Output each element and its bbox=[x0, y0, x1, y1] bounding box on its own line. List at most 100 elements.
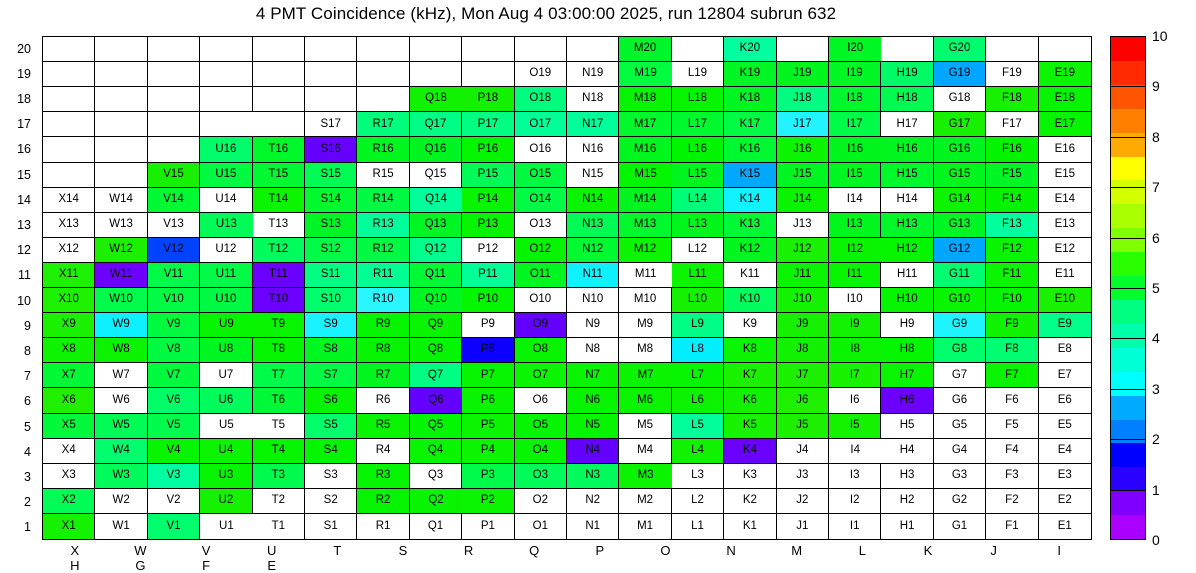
heatmap-cell: R10 bbox=[357, 288, 410, 314]
heatmap-cell: S17 bbox=[305, 112, 358, 138]
heatmap-cell-label: E7 bbox=[1057, 368, 1072, 381]
heatmap-cell-label: N3 bbox=[585, 468, 601, 481]
colorbar-band bbox=[1111, 132, 1145, 157]
heatmap-cell: E3 bbox=[1038, 463, 1091, 489]
heatmap-cell-label: F4 bbox=[1005, 443, 1019, 456]
heatmap-cell-label: O9 bbox=[532, 318, 548, 331]
heatmap-cell: E13 bbox=[1038, 212, 1091, 238]
heatmap-cell-label: F14 bbox=[1001, 192, 1022, 205]
heatmap-cell: T11 bbox=[252, 262, 305, 288]
heatmap-cell: M7 bbox=[619, 363, 672, 389]
heatmap-cell: N6 bbox=[567, 388, 620, 414]
heatmap-cell-label: U10 bbox=[215, 293, 237, 306]
heatmap-cell-label: L5 bbox=[691, 418, 704, 431]
heatmap-cell: G17 bbox=[933, 112, 987, 138]
heatmap-cell-label: M20 bbox=[633, 42, 657, 55]
x-axis-tick: J bbox=[990, 543, 997, 558]
heatmap-cell-label: S7 bbox=[323, 368, 338, 381]
heatmap-cell-label: J11 bbox=[793, 268, 812, 281]
heatmap-cell: F7 bbox=[986, 363, 1039, 389]
heatmap-cell: M2 bbox=[619, 488, 672, 514]
colorbar-band bbox=[1111, 252, 1145, 277]
heatmap-cell bbox=[305, 62, 358, 88]
x-axis-tick: S bbox=[398, 543, 408, 558]
heatmap-cell-label: X1 bbox=[61, 519, 76, 532]
heatmap-cell: I3 bbox=[829, 463, 882, 489]
heatmap-cell-label: R4 bbox=[375, 443, 391, 456]
heatmap-cell: T7 bbox=[252, 363, 305, 389]
heatmap-cell-label: O14 bbox=[529, 192, 552, 205]
heatmap-cell: N12 bbox=[567, 237, 620, 263]
heatmap-cell-label: M3 bbox=[637, 468, 654, 481]
heatmap-cell: M13 bbox=[619, 212, 672, 238]
heatmap-cell: P15 bbox=[462, 162, 515, 188]
heatmap-cell-label: I16 bbox=[847, 142, 864, 155]
heatmap-cell bbox=[147, 137, 201, 163]
heatmap-cell-label: F2 bbox=[1005, 494, 1019, 507]
heatmap-cell: X9 bbox=[43, 313, 96, 339]
heatmap-cell-label: X3 bbox=[61, 468, 76, 481]
heatmap-cell: W8 bbox=[95, 338, 148, 364]
heatmap-cell-label: R2 bbox=[375, 494, 391, 507]
heatmap-cell-label: G17 bbox=[948, 117, 971, 130]
heatmap-cell-label: V12 bbox=[163, 243, 184, 256]
heatmap-cell: L5 bbox=[671, 413, 725, 439]
heatmap-cell: H7 bbox=[881, 363, 934, 389]
heatmap-cell: K18 bbox=[724, 87, 777, 113]
heatmap-cell: N18 bbox=[567, 87, 620, 113]
heatmap-cell: V11 bbox=[147, 262, 201, 288]
colorbar-band bbox=[1111, 491, 1145, 516]
heatmap-cell-label: G10 bbox=[948, 293, 971, 306]
heatmap-cell-label: M2 bbox=[637, 494, 654, 507]
heatmap-cell: P11 bbox=[462, 262, 515, 288]
heatmap-cell: R5 bbox=[357, 413, 410, 439]
heatmap-cell-label: N17 bbox=[582, 117, 604, 130]
heatmap-cell-label: J18 bbox=[793, 92, 812, 105]
heatmap-cell-label: O18 bbox=[529, 92, 552, 105]
heatmap-cell-label: K1 bbox=[742, 519, 757, 532]
colorbar-tick-label: 8 bbox=[1152, 128, 1160, 145]
heatmap-cell-label: I9 bbox=[849, 318, 860, 331]
heatmap-cell: Q13 bbox=[409, 212, 463, 238]
heatmap-cell: S13 bbox=[305, 212, 358, 238]
heatmap-cell: S9 bbox=[305, 313, 358, 339]
heatmap-cell-label: L1 bbox=[691, 519, 704, 532]
heatmap-cell-label: I15 bbox=[846, 167, 863, 180]
heatmap-cell: O2 bbox=[514, 488, 567, 514]
heatmap-cell bbox=[95, 112, 148, 138]
heatmap-cell-label: E16 bbox=[1054, 142, 1076, 155]
heatmap-cell-label: G2 bbox=[951, 494, 968, 507]
heatmap-cell: J16 bbox=[776, 137, 829, 163]
heatmap-cell-label: E13 bbox=[1054, 217, 1076, 230]
heatmap-cell: F12 bbox=[986, 237, 1039, 263]
heatmap-cell-label: L8 bbox=[691, 343, 704, 356]
heatmap-cell-label: P10 bbox=[477, 293, 499, 306]
heatmap-cell: R6 bbox=[357, 388, 410, 414]
heatmap-cell-label: G11 bbox=[949, 268, 970, 281]
heatmap-cell: F4 bbox=[986, 438, 1039, 464]
heatmap-cell: J17 bbox=[776, 112, 829, 138]
heatmap-cell: M6 bbox=[619, 388, 672, 414]
heatmap-cell: I10 bbox=[829, 288, 882, 314]
heatmap-cell: H12 bbox=[881, 237, 934, 263]
heatmap-cell-label: E15 bbox=[1054, 167, 1076, 180]
y-axis-tick: 12 bbox=[17, 243, 31, 258]
heatmap-cell-label: I3 bbox=[849, 468, 860, 481]
heatmap-cell: X12 bbox=[43, 237, 96, 263]
heatmap-cell: F19 bbox=[986, 62, 1039, 88]
heatmap-cell-label: V10 bbox=[163, 293, 184, 306]
y-axis-tick: 4 bbox=[24, 444, 31, 459]
heatmap-cell: G12 bbox=[933, 237, 987, 263]
heatmap-cell-label: H19 bbox=[896, 67, 918, 80]
heatmap-cell: S6 bbox=[305, 388, 358, 414]
heatmap-cell-label: L13 bbox=[687, 217, 708, 230]
heatmap-plot: M20 K20 I20 G20 O19 N19 M19 L19 K19 J19 I19 H19 G19 F… bbox=[42, 36, 1092, 540]
heatmap-cell: L8 bbox=[671, 338, 725, 364]
heatmap-cell-label: T2 bbox=[271, 494, 285, 507]
colorbar-band bbox=[1111, 37, 1145, 61]
heatmap-cell-label: K18 bbox=[739, 92, 761, 105]
heatmap-cell: K10 bbox=[724, 288, 777, 314]
heatmap-cell: W10 bbox=[95, 288, 148, 314]
heatmap-cell: G18 bbox=[933, 87, 987, 113]
